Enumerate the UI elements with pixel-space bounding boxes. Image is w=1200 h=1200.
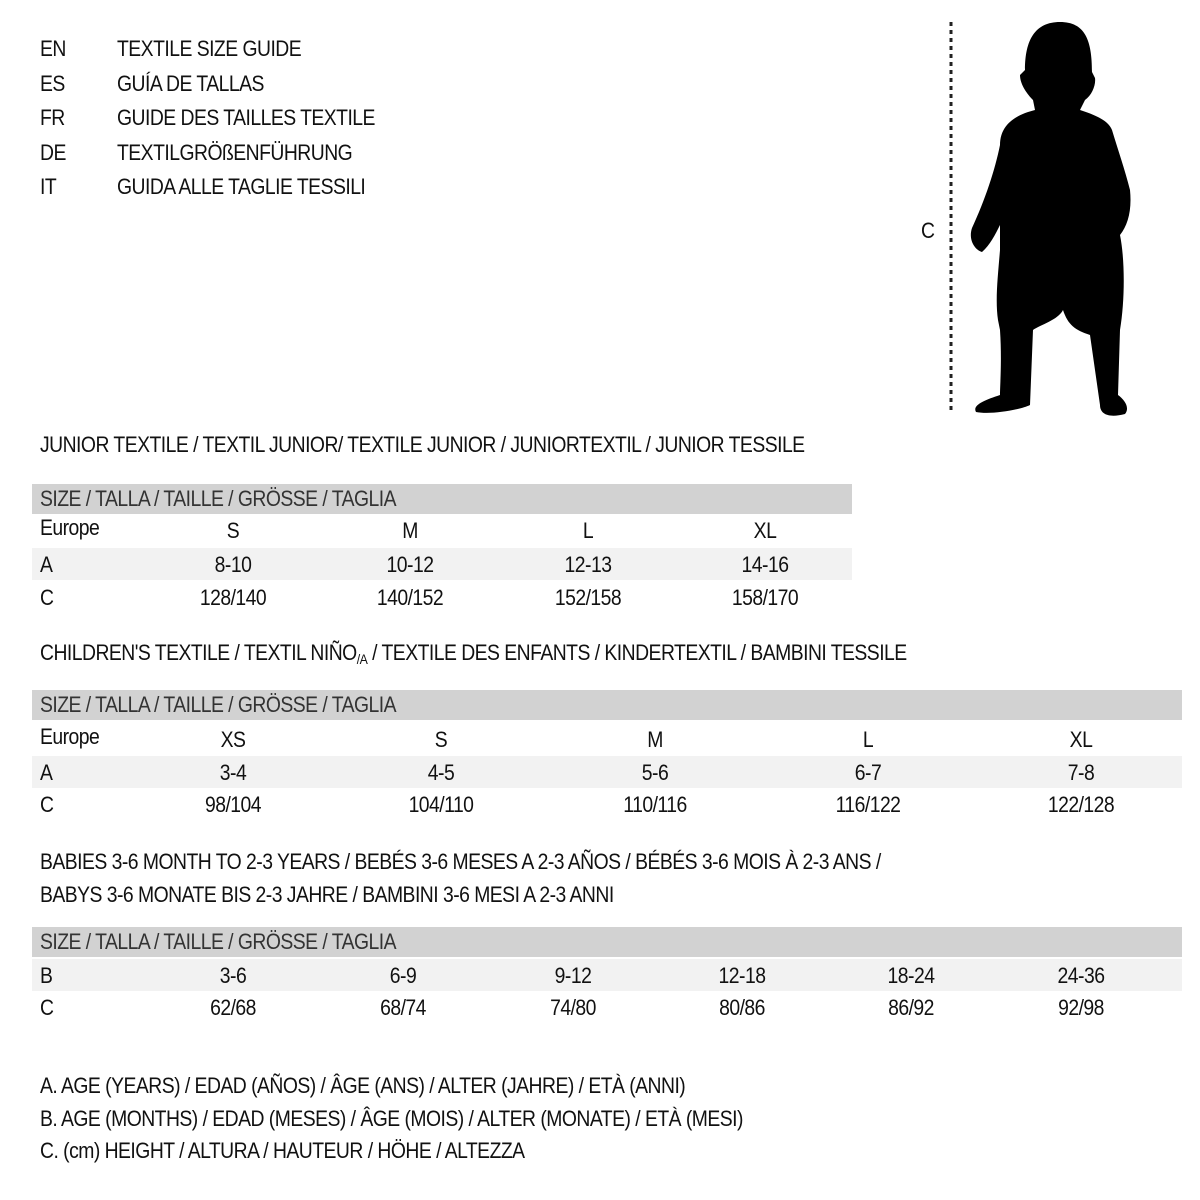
table-cell: 86/92 bbox=[888, 995, 934, 1020]
table-header-bar bbox=[32, 690, 1182, 720]
row-shade bbox=[32, 548, 852, 580]
table-cell: 98/104 bbox=[204, 792, 262, 817]
table-cell: S bbox=[226, 518, 240, 543]
table-cell: 92/98 bbox=[1058, 995, 1104, 1020]
table-cell: 18-24 bbox=[887, 963, 935, 988]
table-cell: 158/170 bbox=[731, 585, 799, 610]
row-label: B bbox=[40, 963, 53, 988]
table-cell: XL bbox=[1069, 727, 1093, 752]
table-cell: M bbox=[647, 727, 663, 752]
table-cell: 7-8 bbox=[1067, 760, 1095, 785]
language-code: FR bbox=[40, 105, 65, 130]
table-cell: 3-6 bbox=[219, 963, 247, 988]
table-cell: XS bbox=[220, 727, 246, 752]
row-label: A bbox=[40, 760, 53, 785]
row-label: A bbox=[40, 552, 53, 577]
table-cell: 104/110 bbox=[408, 792, 474, 817]
measure-label: C bbox=[921, 218, 935, 243]
table-cell: 62/68 bbox=[210, 995, 256, 1020]
table-cell: 12-13 bbox=[564, 552, 612, 577]
table-header: SIZE / TALLA / TAILLE / GRÖSSE / TAGLIA bbox=[40, 929, 397, 954]
table-cell: L bbox=[582, 518, 594, 543]
table-cell: 152/158 bbox=[554, 585, 622, 610]
legend-item: B. AGE (MONTHS) / EDAD (MESES) / ÂGE (MO… bbox=[40, 1105, 743, 1131]
table-cell: 68/74 bbox=[380, 995, 426, 1020]
baby-silhouette bbox=[970, 22, 1131, 416]
row-label: Europe bbox=[40, 724, 100, 749]
title-text: TEXTILGRÖßENFÜHRUNG bbox=[117, 139, 353, 165]
table-cell: 9-12 bbox=[554, 963, 592, 988]
table-title-subscript: /A bbox=[356, 651, 368, 667]
table-cell: 4-5 bbox=[427, 760, 455, 785]
table-cell: L bbox=[862, 727, 874, 752]
table-title-part: / TEXTILE DES ENFANTS / KINDERTEXTIL / B… bbox=[367, 640, 907, 665]
row-label: C bbox=[40, 792, 54, 817]
table-cell: M bbox=[402, 518, 418, 543]
legend-item: A. AGE (YEARS) / EDAD (AÑOS) / ÂGE (ANS)… bbox=[40, 1073, 686, 1098]
row-shade bbox=[32, 959, 1182, 991]
table-title-line: BABIES 3-6 MONTH TO 2-3 YEARS / BEBÉS 3-… bbox=[40, 849, 881, 874]
table-cell: 14-16 bbox=[741, 552, 789, 577]
table-cell: 122/128 bbox=[1047, 792, 1115, 817]
table-header-bar bbox=[32, 484, 852, 514]
table-title: CHILDREN'S TEXTILE / TEXTIL NIÑO/A / TEX… bbox=[40, 640, 907, 672]
row-label: Europe bbox=[40, 515, 100, 540]
table-cell: 128/140 bbox=[199, 585, 267, 610]
table-cell: 5-6 bbox=[641, 760, 669, 785]
title-text: GUÍA DE TALLAS bbox=[117, 70, 264, 96]
table-cell: 6-9 bbox=[389, 963, 417, 988]
table-cell: 74/80 bbox=[550, 995, 596, 1020]
row-label: C bbox=[40, 585, 54, 610]
table-header: SIZE / TALLA / TAILLE / GRÖSSE / TAGLIA bbox=[40, 692, 397, 717]
table-cell: S bbox=[434, 727, 448, 752]
language-code: EN bbox=[40, 36, 66, 61]
table-cell: 116/122 bbox=[835, 792, 901, 817]
row-shade bbox=[32, 756, 1182, 788]
table-cell: XL bbox=[753, 518, 777, 543]
table-header-bar bbox=[32, 927, 1182, 957]
table-cell: 80/86 bbox=[719, 995, 765, 1020]
table-title: JUNIOR TEXTILE / TEXTIL JUNIOR/ TEXTILE … bbox=[40, 432, 805, 457]
language-code: DE bbox=[40, 139, 66, 165]
table-title-line: BABYS 3-6 MONATE BIS 2-3 JAHRE / BAMBINI… bbox=[40, 882, 614, 907]
language-code: ES bbox=[40, 70, 65, 96]
legend-item: C. (cm) HEIGHT / ALTURA / HAUTEUR / HÖHE… bbox=[40, 1138, 525, 1163]
table-title-part: CHILDREN'S TEXTILE / TEXTIL NIÑO bbox=[40, 640, 357, 665]
table-cell: 6-7 bbox=[854, 760, 882, 785]
title-text: TEXTILE SIZE GUIDE bbox=[117, 36, 302, 61]
title-text: GUIDA ALLE TAGLIE TESSILI bbox=[117, 174, 366, 199]
table-header: SIZE / TALLA / TAILLE / GRÖSSE / TAGLIA bbox=[40, 486, 397, 511]
row-label: C bbox=[40, 995, 54, 1020]
table-cell: 10-12 bbox=[386, 552, 434, 577]
table-cell: 24-36 bbox=[1057, 963, 1105, 988]
table-cell: 3-4 bbox=[219, 760, 247, 785]
table-cell: 140/152 bbox=[376, 585, 444, 610]
table-cell: 8-10 bbox=[214, 552, 252, 577]
table-cell: 12-18 bbox=[718, 963, 766, 988]
table-cell: 110/116 bbox=[623, 792, 687, 817]
language-code: IT bbox=[40, 174, 57, 199]
title-text: GUIDE DES TAILLES TEXTILE bbox=[117, 105, 375, 130]
